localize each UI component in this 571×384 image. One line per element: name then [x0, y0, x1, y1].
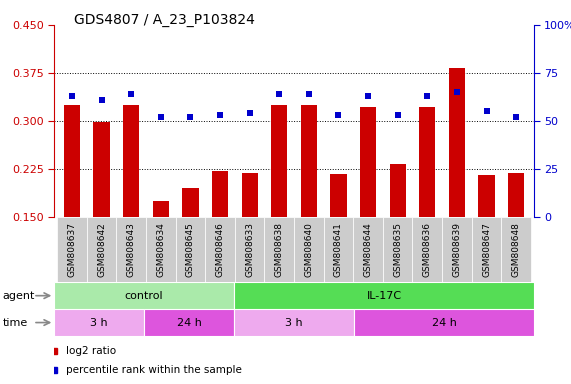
Point	[245, 110, 254, 116]
Bar	[478, 175, 494, 217]
Text: 3 h: 3 h	[90, 318, 108, 328]
Bar	[301, 105, 317, 217]
Text: GSM808635: GSM808635	[393, 222, 402, 277]
Bar	[508, 174, 524, 217]
Bar	[412, 217, 442, 282]
Bar	[94, 122, 110, 217]
Text: 24 h: 24 h	[432, 318, 456, 328]
Text: GSM808633: GSM808633	[245, 222, 254, 277]
Point	[304, 91, 313, 97]
Bar	[331, 174, 347, 217]
Text: GDS4807 / A_23_P103824: GDS4807 / A_23_P103824	[74, 13, 255, 27]
Bar	[360, 107, 376, 217]
Point	[512, 114, 521, 120]
Bar	[234, 282, 534, 309]
Text: GSM808637: GSM808637	[67, 222, 77, 277]
Text: GSM808641: GSM808641	[334, 222, 343, 277]
Text: 3 h: 3 h	[286, 318, 303, 328]
Point	[393, 112, 402, 118]
Bar	[472, 217, 501, 282]
Bar	[242, 174, 258, 217]
Text: percentile rank within the sample: percentile rank within the sample	[66, 365, 242, 375]
Bar	[64, 105, 80, 217]
Bar	[212, 171, 228, 217]
Bar	[182, 188, 199, 217]
Bar	[354, 309, 534, 336]
Text: GSM808646: GSM808646	[215, 222, 224, 277]
Point	[452, 89, 461, 95]
Point	[186, 114, 195, 120]
Point	[364, 93, 373, 99]
Bar	[271, 105, 287, 217]
Bar	[383, 217, 412, 282]
Bar	[419, 107, 436, 217]
Text: log2 ratio: log2 ratio	[66, 346, 116, 356]
Point	[334, 112, 343, 118]
Text: GSM808642: GSM808642	[97, 222, 106, 277]
Bar	[234, 309, 354, 336]
Bar	[54, 282, 234, 309]
Text: agent: agent	[3, 291, 35, 301]
Text: GSM808648: GSM808648	[512, 222, 521, 277]
Bar	[449, 68, 465, 217]
Point	[482, 108, 491, 114]
Bar	[57, 217, 87, 282]
Point	[215, 112, 224, 118]
Text: control: control	[125, 291, 163, 301]
Point	[127, 91, 136, 97]
Bar	[176, 217, 205, 282]
Bar	[501, 217, 531, 282]
Text: GSM808645: GSM808645	[186, 222, 195, 277]
Text: GSM808639: GSM808639	[452, 222, 461, 277]
Bar	[442, 217, 472, 282]
Text: GSM808647: GSM808647	[482, 222, 491, 277]
Text: GSM808643: GSM808643	[127, 222, 136, 277]
Text: IL-17C: IL-17C	[367, 291, 401, 301]
Text: GSM808640: GSM808640	[304, 222, 313, 277]
Text: time: time	[3, 318, 28, 328]
Bar	[353, 217, 383, 282]
Bar	[123, 105, 139, 217]
Point	[67, 93, 77, 99]
Text: GSM808634: GSM808634	[156, 222, 166, 277]
Bar	[152, 201, 169, 217]
Point	[423, 93, 432, 99]
Bar	[205, 217, 235, 282]
Text: GSM808644: GSM808644	[364, 222, 373, 277]
Point	[156, 114, 166, 120]
Bar	[294, 217, 324, 282]
Bar	[264, 217, 294, 282]
Bar	[87, 217, 116, 282]
Bar	[389, 164, 406, 217]
Bar	[235, 217, 264, 282]
Bar	[54, 309, 144, 336]
Bar	[116, 217, 146, 282]
Point	[97, 97, 106, 103]
Point	[275, 91, 284, 97]
Text: GSM808638: GSM808638	[275, 222, 284, 277]
Bar	[146, 217, 176, 282]
Text: GSM808636: GSM808636	[423, 222, 432, 277]
Bar	[324, 217, 353, 282]
Text: 24 h: 24 h	[176, 318, 202, 328]
Bar	[144, 309, 234, 336]
